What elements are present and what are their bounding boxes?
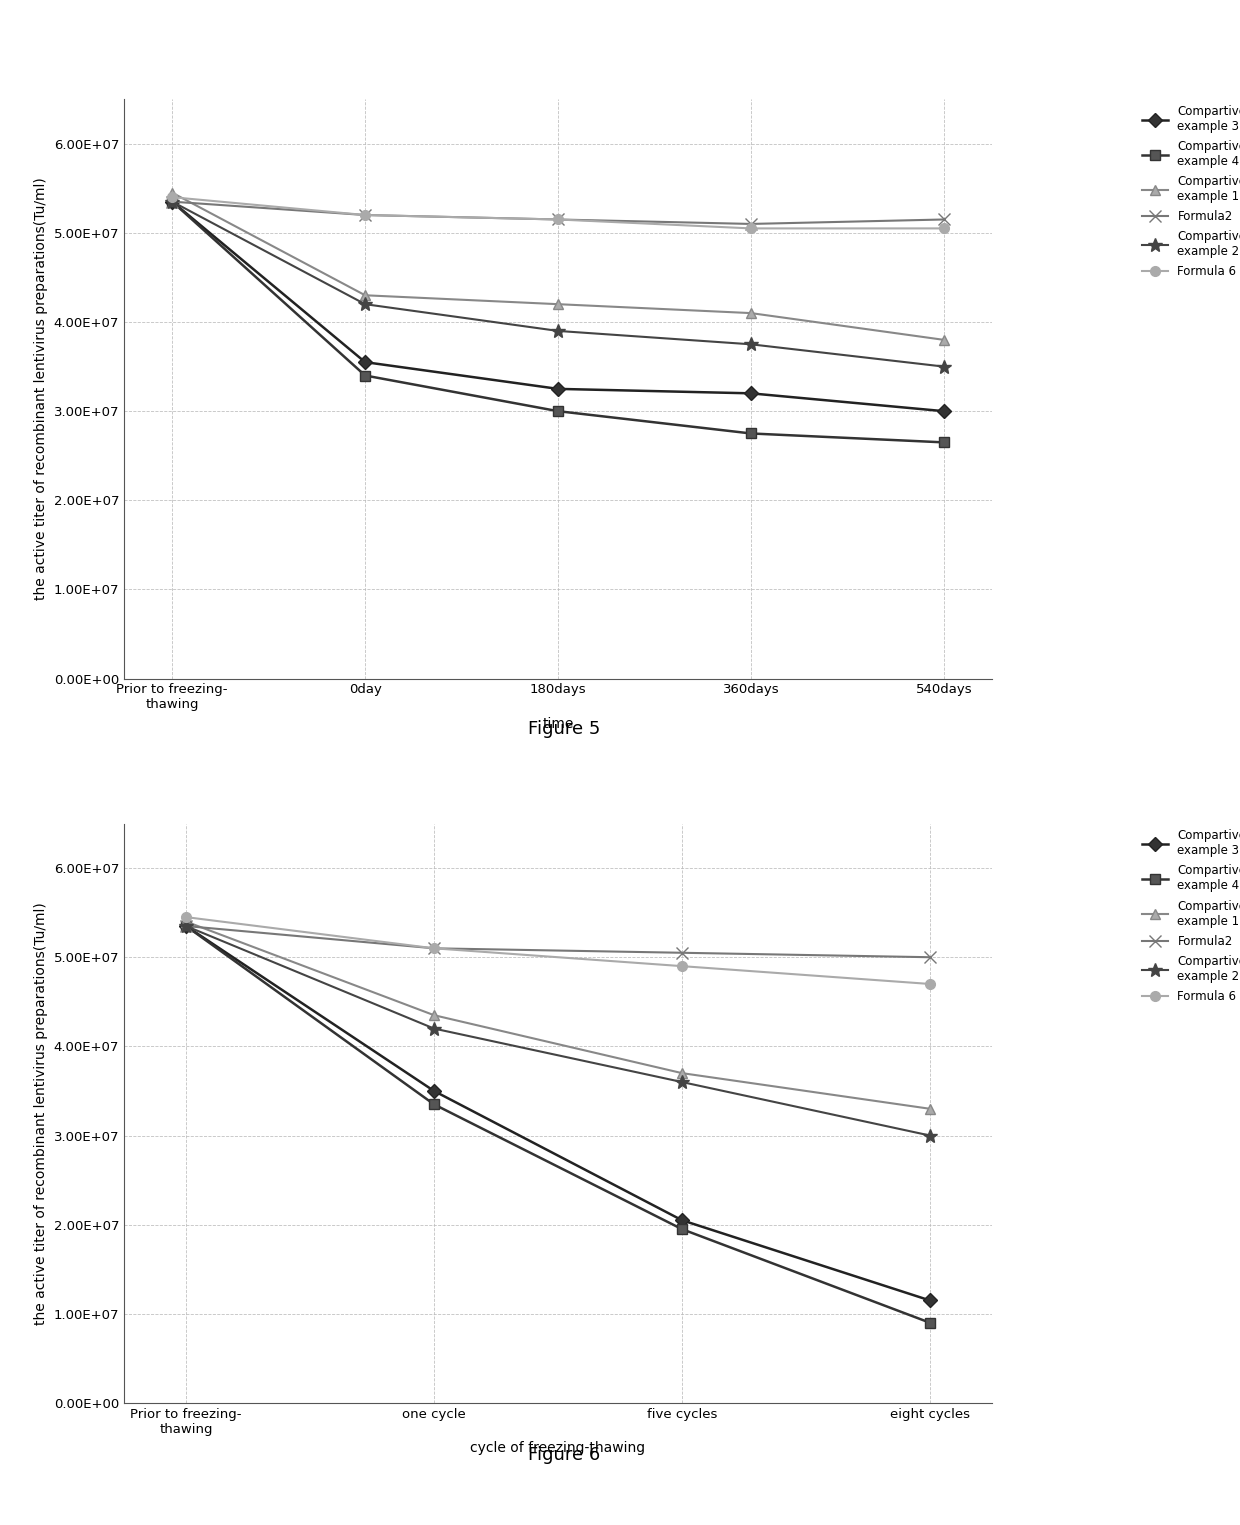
Legend: Compartive
example 3, Compartive
example 4, Compartive
example 1, Formula2, Comp: Compartive example 3, Compartive example… xyxy=(1142,105,1240,279)
Text: Figure 6: Figure 6 xyxy=(528,1446,600,1464)
Line: Compartive
example 4: Compartive example 4 xyxy=(181,921,935,1328)
Line: Formula2: Formula2 xyxy=(166,195,950,230)
Compartive
example 1 xyxy=(923,1100,937,1118)
Compartive
example 4 xyxy=(744,424,759,442)
Compartive
example 2 xyxy=(744,336,759,354)
Formula 6 xyxy=(551,210,565,229)
Formula2 xyxy=(936,210,951,229)
Compartive
example 3 xyxy=(923,1292,937,1310)
Compartive
example 2 xyxy=(179,917,193,935)
Compartive
example 4 xyxy=(357,366,372,384)
Compartive
example 1 xyxy=(744,303,759,322)
Text: Figure 5: Figure 5 xyxy=(528,720,600,738)
Formula 6 xyxy=(675,958,689,976)
Formula2 xyxy=(675,944,689,962)
Compartive
example 1 xyxy=(551,294,565,313)
Formula 6 xyxy=(936,220,951,238)
Compartive
example 4 xyxy=(675,1220,689,1238)
Compartive
example 2 xyxy=(675,1074,689,1092)
Compartive
example 1 xyxy=(165,183,180,201)
Compartive
example 3 xyxy=(427,1081,441,1100)
Formula2 xyxy=(165,192,180,210)
Compartive
example 2 xyxy=(357,294,372,313)
Compartive
example 2 xyxy=(427,1019,441,1037)
Compartive
example 2 xyxy=(923,1127,937,1145)
Formula 6 xyxy=(165,188,180,206)
Formula2 xyxy=(551,210,565,229)
Compartive
example 4 xyxy=(551,403,565,421)
Compartive
example 3 xyxy=(744,384,759,403)
Formula 6 xyxy=(923,974,937,993)
Line: Formula 6: Formula 6 xyxy=(167,192,949,233)
Compartive
example 4 xyxy=(923,1313,937,1331)
Compartive
example 4 xyxy=(179,917,193,935)
Line: Compartive
example 1: Compartive example 1 xyxy=(181,917,935,1113)
X-axis label: cycle of freezing-thawing: cycle of freezing-thawing xyxy=(470,1441,646,1455)
Formula2 xyxy=(427,939,441,958)
Compartive
example 1 xyxy=(675,1064,689,1083)
Line: Compartive
example 2: Compartive example 2 xyxy=(165,195,951,374)
Line: Compartive
example 3: Compartive example 3 xyxy=(167,197,949,416)
Compartive
example 2 xyxy=(165,192,180,210)
Y-axis label: the active titer of recombinant lentivirus preparations(Tu/ml): the active titer of recombinant lentivir… xyxy=(33,901,48,1325)
Formula2 xyxy=(744,215,759,233)
Line: Compartive
example 1: Compartive example 1 xyxy=(167,188,949,345)
Compartive
example 1 xyxy=(427,1006,441,1025)
Compartive
example 3 xyxy=(936,403,951,421)
Line: Formula 6: Formula 6 xyxy=(181,912,935,988)
Formula2 xyxy=(923,949,937,967)
Line: Formula2: Formula2 xyxy=(180,920,936,964)
Compartive
example 1 xyxy=(179,912,193,930)
Compartive
example 3 xyxy=(179,917,193,935)
Compartive
example 3 xyxy=(675,1211,689,1229)
Legend: Compartive
example 3, Compartive
example 4, Compartive
example 1, Formula2, Comp: Compartive example 3, Compartive example… xyxy=(1142,830,1240,1003)
Compartive
example 4 xyxy=(165,192,180,210)
Y-axis label: the active titer of recombinant lentivirus preparations(Tu/ml): the active titer of recombinant lentivir… xyxy=(33,177,48,601)
Formula 6 xyxy=(744,220,759,238)
X-axis label: time: time xyxy=(542,717,574,730)
Formula 6 xyxy=(179,907,193,926)
Formula 6 xyxy=(357,206,372,224)
Line: Compartive
example 3: Compartive example 3 xyxy=(181,921,935,1305)
Compartive
example 1 xyxy=(357,287,372,305)
Formula2 xyxy=(179,917,193,935)
Line: Compartive
example 4: Compartive example 4 xyxy=(167,197,949,447)
Formula 6 xyxy=(427,939,441,958)
Compartive
example 2 xyxy=(551,322,565,340)
Compartive
example 4 xyxy=(936,433,951,451)
Compartive
example 4 xyxy=(427,1095,441,1113)
Compartive
example 3 xyxy=(551,380,565,398)
Compartive
example 3 xyxy=(357,352,372,371)
Compartive
example 3 xyxy=(165,192,180,210)
Compartive
example 1 xyxy=(936,331,951,349)
Compartive
example 2 xyxy=(936,357,951,375)
Line: Compartive
example 2: Compartive example 2 xyxy=(179,920,937,1142)
Formula2 xyxy=(357,206,372,224)
